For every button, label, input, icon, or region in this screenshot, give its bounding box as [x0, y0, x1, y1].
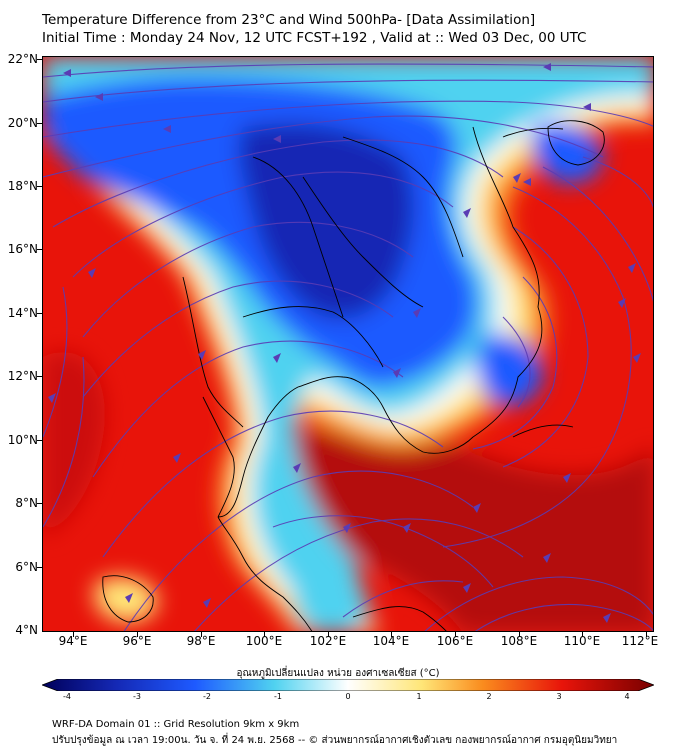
wind-arrows [48, 63, 641, 623]
lon-tick [328, 632, 329, 637]
lon-tick [137, 632, 138, 637]
hot-region [233, 431, 653, 631]
hot-region-west [43, 351, 105, 537]
lon-label-110e: 110°E [563, 634, 601, 648]
lat-tick [37, 186, 42, 187]
colorbar-tick-label: -1 [274, 692, 282, 701]
lon-label-98e: 98°E [186, 634, 216, 648]
map-title: Temperature Difference from 23°C and Win… [42, 12, 536, 28]
lon-label-106e: 106°E [436, 634, 474, 648]
lat-tick [37, 376, 42, 377]
cool-patch-south [293, 570, 369, 631]
lat-label-14n: 14°N [7, 306, 38, 320]
lon-tick [201, 632, 202, 637]
lon-label-94e: 94°E [58, 634, 88, 648]
lat-label-12n: 12°N [7, 369, 38, 383]
neutral-patch-southwest [94, 577, 158, 622]
lon-tick [519, 632, 520, 637]
colorbar-tick-label: 2 [486, 692, 492, 701]
lon-label-100e: 100°E [245, 634, 283, 648]
lat-tick [37, 503, 42, 504]
colorbar-tick-label: 4 [624, 692, 630, 701]
lon-tick [646, 632, 647, 637]
lat-tick [37, 59, 42, 60]
lat-label-6n: 6°N [15, 560, 38, 574]
country-borders [102, 120, 605, 631]
colorbar-title: อุณหภูมิเปลี่ยนแปลง หน่วย องศาเซลเซียส (… [236, 668, 440, 679]
lat-label-10n: 10°N [7, 433, 38, 447]
lat-label-8n: 8°N [15, 496, 38, 510]
colorbar-tick-label: -3 [133, 692, 141, 701]
colorbar [42, 679, 654, 691]
lat-label-22n: 22°N [7, 52, 38, 66]
lon-label-104e: 104°E [372, 634, 410, 648]
colorbar-tick-label: 1 [416, 692, 422, 701]
map-subtitle: Initial Time : Monday 24 Nov, 12 UTC FCS… [42, 30, 587, 46]
cold-center [238, 123, 414, 319]
lat-label-20n: 20°N [7, 116, 38, 130]
lon-tick [264, 632, 265, 637]
colorbar-tick-label: -4 [63, 692, 71, 701]
colorbar-tick-label: 0 [345, 692, 351, 701]
temperature-wind-map [42, 56, 654, 632]
lat-tick [37, 313, 42, 314]
colorbar-tick-label: -2 [203, 692, 211, 701]
lon-tick [391, 632, 392, 637]
lat-tick [37, 249, 42, 250]
lon-tick [582, 632, 583, 637]
lon-tick [455, 632, 456, 637]
lat-tick [37, 567, 42, 568]
lat-label-16n: 16°N [7, 242, 38, 256]
lat-label-18n: 18°N [7, 179, 38, 193]
wind-streamlines [43, 63, 653, 631]
update-credit: ปรับปรุงข้อมูล ณ เวลา 19:00น. วัน จ. ที่… [52, 735, 618, 746]
lon-label-112e: 112°E [621, 634, 659, 648]
colorbar-tick-label: 3 [556, 692, 562, 701]
lat-tick [37, 123, 42, 124]
lon-label-96e: 96°E [122, 634, 152, 648]
lon-tick [73, 632, 74, 637]
lat-tick [37, 440, 42, 441]
lon-label-102e: 102°E [309, 634, 347, 648]
lon-label-108e: 108°E [500, 634, 538, 648]
model-info: WRF-DA Domain 01 :: Grid Resolution 9km … [52, 719, 300, 730]
lat-label-4n: 4°N [15, 623, 38, 637]
